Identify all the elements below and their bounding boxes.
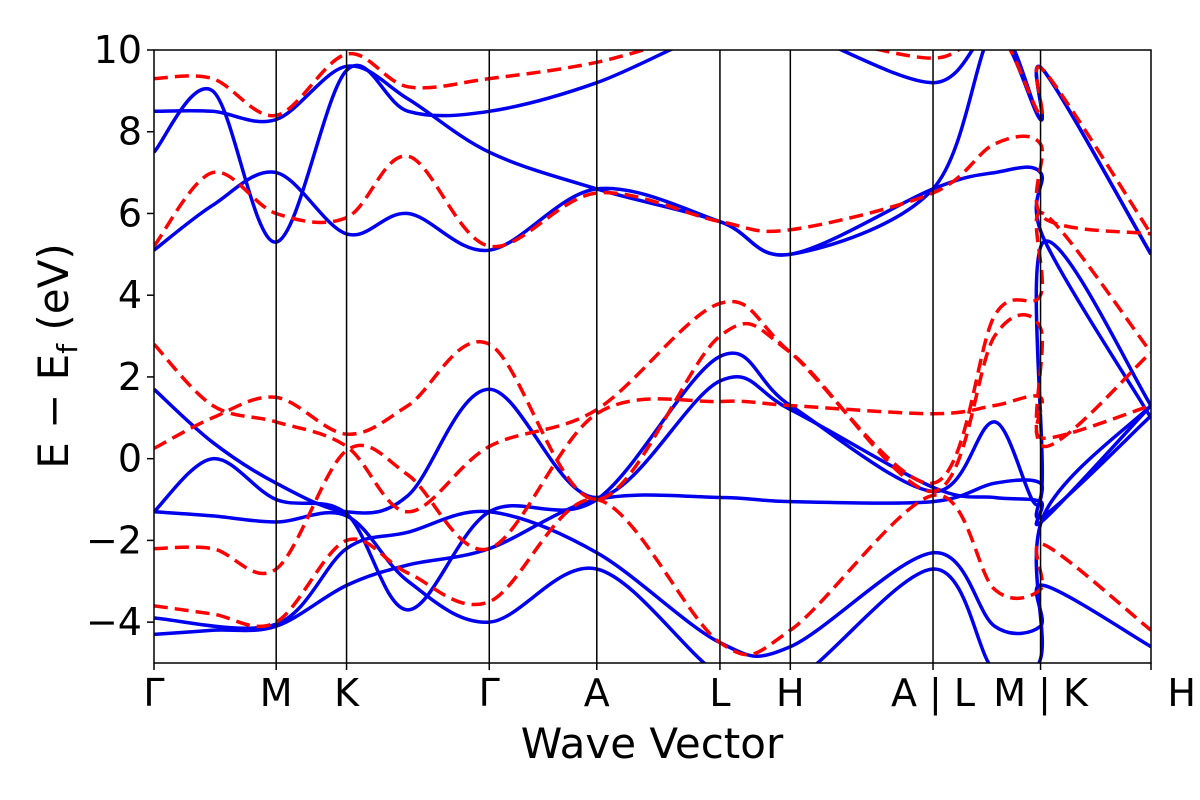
dashed-band-line-6: [154, 50, 1151, 235]
dashed-band-line-1: [154, 493, 1151, 657]
x-axis-title: Wave Vector: [521, 719, 784, 768]
x-tick-label: Γ: [479, 671, 500, 715]
x-tick-label: A: [584, 671, 610, 715]
kpoint-lines: [275, 50, 1042, 663]
y-tick-label: 2: [118, 355, 142, 399]
dashed-band-line-5: [154, 134, 1151, 249]
y-tick-label: −4: [86, 600, 142, 644]
x-tick-label: H: [1167, 671, 1196, 715]
x-tick-label: K: [334, 671, 360, 715]
y-tick-label: 10: [94, 28, 142, 72]
x-tick-label: Γ: [143, 671, 164, 715]
x-tick-label: H: [776, 671, 805, 715]
x-tick-label: L: [709, 671, 730, 715]
y-axis-title-main: E − E: [29, 354, 78, 469]
x-tick-label: M: [260, 671, 293, 715]
y-axis-title-unit: (eV): [29, 243, 78, 344]
x-tick-label: M | K: [993, 671, 1089, 716]
y-axis-ticks: −4 −2 0 2 4 6 8 10: [86, 28, 154, 644]
solid-band-line-3: [154, 404, 1151, 663]
y-tick-label: 8: [118, 110, 142, 154]
solid-band-line-6: [154, 165, 1151, 419]
solid-band-line-8: [154, 50, 1151, 257]
dashed-band-line-2: [154, 394, 1151, 576]
x-tick-label: A | L: [891, 671, 975, 716]
y-tick-label: 4: [118, 273, 142, 317]
y-axis-title: E − Ef (eV): [29, 243, 84, 469]
plot-frame: [153, 49, 1152, 664]
y-tick-label: −2: [86, 518, 142, 562]
y-tick-label: 0: [118, 437, 142, 481]
y-axis-title-sub: f: [51, 343, 84, 354]
y-tick-label: 6: [118, 191, 142, 235]
